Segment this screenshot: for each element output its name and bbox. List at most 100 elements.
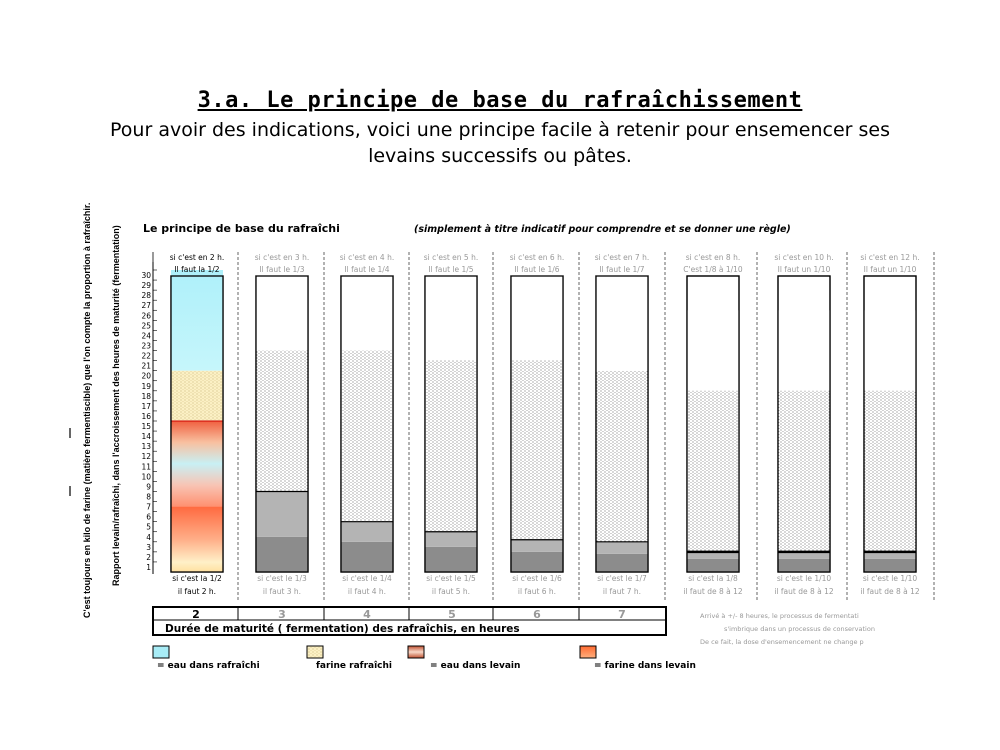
bar-segment [425, 546, 477, 572]
y-tick-label: 1 [146, 563, 151, 572]
bar-segment [864, 558, 916, 572]
y-tick-label: 23 [141, 342, 151, 351]
y-tick-label: 13 [141, 442, 151, 451]
bar-top-label: si c'est en 2 h. [170, 253, 224, 262]
bar-segment [256, 536, 308, 572]
bar-bottom-label: il faut 3 h. [263, 587, 301, 596]
chart-title: Le principe de base du rafraîchi [143, 222, 340, 235]
bar-outline [510, 275, 564, 573]
bar-bottom-label: si c'est le 1/4 [342, 574, 392, 583]
bar-bottom-label: si c'est le 1/6 [512, 574, 562, 583]
note-block: Arrivé à +/- 8 heures, le processus de f… [700, 612, 875, 646]
bar-segment [425, 531, 477, 547]
legend-swatch [306, 645, 324, 659]
bar-bottom-label: si c'est le 1/10 [863, 574, 918, 583]
note-line: s'imbrique dans un processus de conserva… [724, 625, 875, 633]
bar-segment [596, 541, 648, 554]
legend-swatch [152, 645, 170, 659]
bar-bottom-label: il faut de 8 à 12 [860, 587, 920, 596]
y-tick-label: 9 [146, 482, 151, 491]
bar-bottom-label: il faut 7 h. [603, 587, 641, 596]
bar-segment [687, 551, 739, 559]
y-label-outer: C'est toujours en kilo de farine (matièr… [82, 203, 92, 618]
bar-segment [511, 551, 563, 572]
bar-bottom-label: si c'est le 1/10 [777, 574, 832, 583]
y-tick-label: 15 [141, 422, 151, 431]
chart-subtitle: (simplement à titre indicatif pour compr… [414, 224, 791, 235]
page-subtitle: Pour avoir des indications, voici une pr… [110, 119, 890, 167]
bar-outline [686, 275, 740, 573]
bar-dotted-band [778, 390, 830, 552]
bar-bottom-label: il faut 6 h. [518, 587, 556, 596]
x-axis-label: Durée de maturité ( fermentation) des ra… [165, 623, 520, 635]
bar-top-label: Il faut le 1/5 [428, 265, 473, 274]
title-block: 3.a. Le principe de base du rafraîchisse… [0, 88, 1000, 169]
y-tick-label: 10 [141, 472, 151, 481]
note-line: De ce fait, la dose d'ensemencement ne c… [700, 638, 864, 646]
bar-segment [778, 558, 830, 572]
bar-segment [341, 541, 393, 572]
y-tick-label: 11 [141, 462, 151, 471]
bar-dotted-band [425, 360, 477, 532]
y-label-inner: Rapport levain/rafraîchi, dans l'accrois… [111, 225, 121, 586]
y-tick-label: 12 [141, 452, 151, 461]
note-line: Arrivé à +/- 8 heures, le processus de f… [700, 612, 859, 620]
bar-bottom-label: si c'est le 1/5 [426, 574, 476, 583]
bar-bottom-label: si c'est le 1/3 [257, 574, 307, 583]
bar-top-label: C'est 1/8 à 1/10 [683, 265, 743, 274]
bar-top-label: si c'est en 10 h. [774, 253, 833, 262]
bar-segment [511, 539, 563, 552]
bar-outline [777, 275, 831, 573]
y-tick-label: 24 [141, 331, 151, 340]
category-label: 3 [278, 608, 286, 621]
y-tick-label: 5 [146, 523, 151, 532]
y-tick-label: 21 [141, 362, 151, 371]
column-separators [152, 252, 935, 602]
bar-top-label: si c'est en 7 h. [595, 253, 649, 262]
bar-dotted-band [341, 350, 393, 522]
y-tick-label: 16 [141, 412, 151, 421]
bar-segment [171, 421, 223, 507]
bar-outline [863, 275, 917, 573]
bar-top-label: si c'est en 8 h. [686, 253, 740, 262]
bottom-labels: si c'est la 1/2 il faut 2 h. si c'est le 1… [172, 574, 920, 596]
bar-outline [255, 275, 309, 573]
legend-swatch [407, 645, 425, 659]
bar-top-label: si c'est en 12 h. [860, 253, 919, 262]
legend-swatch [579, 645, 597, 659]
bars [170, 270, 917, 573]
y-tick-label: 8 [146, 493, 151, 502]
bar-top-label: Il faut le 1/3 [259, 265, 304, 274]
category-label: 7 [618, 608, 626, 621]
legend-label: = farine dans levain [594, 661, 696, 671]
bar-bottom-label: il faut 4 h. [348, 587, 386, 596]
bar-bottom-label: si c'est le 1/7 [597, 574, 647, 583]
y-tick-label: 30 [141, 271, 151, 280]
top-labels: si c'est en 2 h. Il faut la 1/2 si c'est e… [170, 253, 920, 274]
bar-top-label: Il faut le 1/4 [344, 265, 389, 274]
category-label: 2 [192, 608, 200, 621]
bar-top-label: Il faut le 1/7 [599, 265, 644, 274]
legend-label: farine rafraîchi [316, 661, 392, 671]
bar-top-label: Il faut un 1/10 [864, 265, 917, 274]
bar-bottom-label: si c'est la 1/2 [172, 574, 222, 583]
y-tick-label: 19 [141, 382, 151, 391]
y-tick-label: 3 [146, 543, 151, 552]
bar-top-label: si c'est en 3 h. [255, 253, 309, 262]
bar-outline [340, 275, 394, 573]
y-tick-label: 28 [141, 291, 151, 300]
y-tick-label: 6 [146, 513, 151, 522]
bar-segment [864, 551, 916, 559]
y-tick-label: 17 [141, 402, 151, 411]
y-tick-label: 4 [146, 533, 151, 542]
bar-dotted-band [596, 370, 648, 542]
bar-segment [171, 506, 223, 572]
bar-segment [687, 558, 739, 572]
bar-segment [256, 491, 308, 537]
bar-bottom-label: si c'est la 1/8 [688, 574, 738, 583]
bar-dotted-band [511, 360, 563, 540]
y-tick-label: 20 [141, 372, 151, 381]
bar-bottom-label: il faut 2 h. [178, 587, 216, 596]
bar-top-label: Il faut un 1/10 [778, 265, 831, 274]
